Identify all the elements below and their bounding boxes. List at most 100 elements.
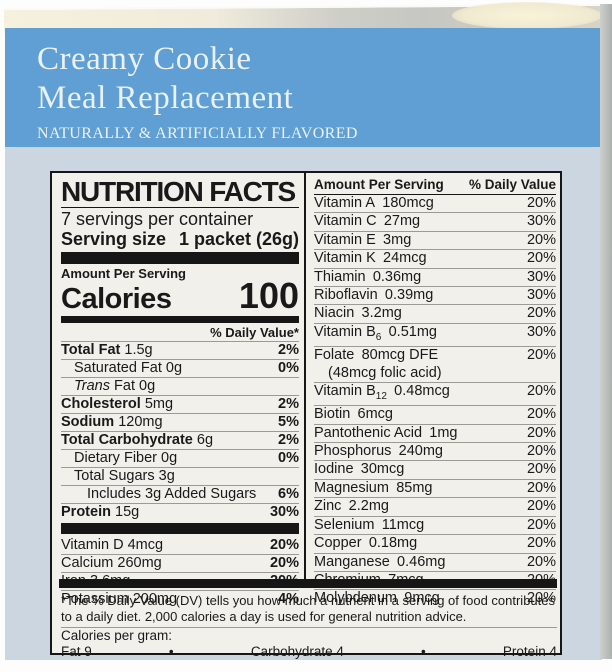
nutrient-label: Vitamin E 3mg xyxy=(314,232,411,249)
nutrient-daily-value: 20% xyxy=(526,382,556,399)
nutrient-secondary-line: (48mcg folic acid) xyxy=(328,364,442,381)
section-divider-bar xyxy=(61,523,299,534)
calories-value: 100 xyxy=(238,275,299,316)
bullet-separator: • xyxy=(168,644,174,659)
nutrient-name: Potassium 200mg xyxy=(61,591,178,607)
nutrient-label: Trans Fat 0g xyxy=(74,378,155,395)
vitamin-row: Riboflavin 0.39mg 30% xyxy=(314,287,556,306)
nutrient-daily-value: 0% xyxy=(278,450,299,466)
nutrient-name: Total Carbohydrate xyxy=(61,432,193,448)
box-side-edge xyxy=(600,4,612,659)
nutrient-daily-value: 30% xyxy=(526,213,556,230)
nutrient-name: Riboflavin xyxy=(314,287,378,304)
nutrient-amount: 11mcg xyxy=(381,516,425,533)
nutrient-name: Thiamin xyxy=(314,268,366,285)
nutrient-row: Total Sugars 3g xyxy=(61,468,299,486)
right-column-header: Amount Per Serving % Daily Value xyxy=(314,177,556,195)
nutrient-daily-value: 20% xyxy=(526,590,556,607)
nutrient-label: Biotin 6mcg xyxy=(314,406,393,423)
vitamin-row: Niacin 3.2mg 20% xyxy=(314,305,556,324)
nutrient-label: Iodine 30mcg xyxy=(314,461,404,478)
nutrient-label: Total Fat 1.5g xyxy=(61,342,153,359)
nutrient-label: Selenium 11mcg xyxy=(314,517,424,534)
nutrient-amount: 3mg xyxy=(383,231,412,248)
nutrient-name: Protein xyxy=(61,504,111,520)
nutrient-amount: 0g xyxy=(165,360,183,376)
nutrient-amount: 30mcg xyxy=(360,461,405,478)
nutrient-row: Includes 3g Added Sugars 6% xyxy=(61,486,299,504)
nutrient-row: Calcium 260mg 20% xyxy=(61,555,299,573)
section-divider-bar xyxy=(61,252,299,264)
nutrient-name: Vitamin C xyxy=(314,213,377,230)
nutrition-left-column: NUTRITION FACTS 7 servings per container… xyxy=(61,177,299,608)
nutrient-name: Cholesterol xyxy=(61,396,141,412)
nutrient-name: Iodine xyxy=(314,461,354,478)
nutrient-label: Molybdenum 9mcg xyxy=(314,590,440,607)
nutrient-daily-value: 30% xyxy=(526,323,556,340)
right-dv-header: % Daily Value xyxy=(468,177,556,192)
vitamin-row: Molybdenum 9mcg 20% xyxy=(314,590,556,607)
product-title-line2: Meal Replacement xyxy=(37,80,294,116)
vitamin-row: Vitamin A 180mcg 20% xyxy=(314,195,556,214)
vitamin-row: Thiamin 0.36mg 30% xyxy=(314,268,556,288)
nutrient-label: Calcium 260mg xyxy=(61,555,162,572)
nutrient-name-subscript: 6 xyxy=(375,331,382,343)
nutrient-label: Potassium 200mg xyxy=(61,591,177,608)
flavor-subtitle: NATURALLY & ARTIFICIALLY FLAVORED xyxy=(37,125,358,142)
nutrient-label: Total Sugars 3g xyxy=(74,468,175,485)
nutrient-name-subscript: 12 xyxy=(375,390,387,402)
nutrient-amount: 24mcg xyxy=(383,250,427,267)
nutrient-daily-value: 20% xyxy=(526,305,556,322)
nutrient-daily-value: 20% xyxy=(526,443,556,460)
cpg-fat: Fat 9 xyxy=(61,644,92,659)
nutrient-amount: 15g xyxy=(115,504,140,520)
nutrient-amount: 6mcg xyxy=(357,406,393,423)
nutrition-right-column: Amount Per Serving % Daily Value Vitamin… xyxy=(314,177,556,608)
nutrient-row: Vitamin D 4mcg 20% xyxy=(61,537,299,555)
vitamin-row: Zinc 2.2mg 20% xyxy=(314,498,556,517)
nutrient-daily-value: 20% xyxy=(526,553,556,570)
nutrient-name: Vitamin K xyxy=(314,250,376,267)
nutrient-label: Saturated Fat 0g xyxy=(74,360,182,377)
nutrient-daily-value: 20% xyxy=(269,537,299,553)
nutrient-daily-value: 2% xyxy=(278,432,299,448)
nutrient-daily-value: 30% xyxy=(526,268,556,285)
nutrient-label: Dietary Fiber 0g xyxy=(74,450,177,467)
vitamin-row: Vitamin B12 0.48mcg 20% xyxy=(314,382,556,407)
box-flap-highlight xyxy=(452,2,602,29)
nutrient-name: Selenium xyxy=(314,516,375,533)
nutrient-name: Total Fat xyxy=(61,342,121,358)
vitamin-row: Copper 0.18mg 20% xyxy=(314,535,556,554)
nutrient-daily-value: 20% xyxy=(526,195,556,211)
serving-size-label: Serving size xyxy=(61,229,167,249)
nutrient-amount: 6g xyxy=(196,432,214,448)
vitamin-row: Vitamin C 27mg 30% xyxy=(314,213,556,232)
nutrient-label: Sodium 120mg xyxy=(61,414,163,431)
nutrient-name: Sodium xyxy=(61,414,115,430)
nutrient-daily-value: 20% xyxy=(526,231,556,248)
servings-per-container: 7 servings per container xyxy=(61,209,254,229)
nutrition-facts-title: NUTRITION FACTS xyxy=(61,177,299,208)
section-divider-bar xyxy=(61,316,299,323)
vitamin-row: Biotin 6mcg 20% xyxy=(314,406,556,425)
nutrient-row: Total Fat 1.5g 2% xyxy=(61,342,299,360)
nutrient-amount: 1mg xyxy=(429,424,458,441)
nutrient-row: Potassium 200mg 4% xyxy=(61,591,299,608)
nutrient-label: Zinc 2.2mg xyxy=(314,498,389,515)
nutrient-label: Cholesterol 5mg xyxy=(61,396,173,413)
nutrient-label: Vitamin B12 0.48mcg xyxy=(314,383,450,405)
nutrient-amount: 5mg xyxy=(144,396,174,412)
nutrient-amount: 3g xyxy=(158,468,175,484)
nutrient-daily-value: 20% xyxy=(526,461,556,478)
package-header: Creamy Cookie Meal Replacement NATURALLY… xyxy=(5,28,602,147)
vitamin-row: Magnesium 85mg 20% xyxy=(314,480,556,499)
nutrient-name: Pantothenic Acid xyxy=(314,424,423,441)
calories-per-gram-label: Calories per gram: xyxy=(61,628,173,643)
nutrient-label: Phosphorus 240mg xyxy=(314,443,443,460)
nutrient-amount: 80mcg DFE xyxy=(361,347,439,364)
nutrient-amount: 120mg xyxy=(118,414,163,430)
nutrient-row: Protein 15g 30% xyxy=(61,504,299,521)
nutrient-label: Protein 15g xyxy=(61,504,139,521)
nutrient-name: Vitamin A xyxy=(314,195,375,211)
nutrient-name: Dietary Fiber xyxy=(74,450,157,466)
